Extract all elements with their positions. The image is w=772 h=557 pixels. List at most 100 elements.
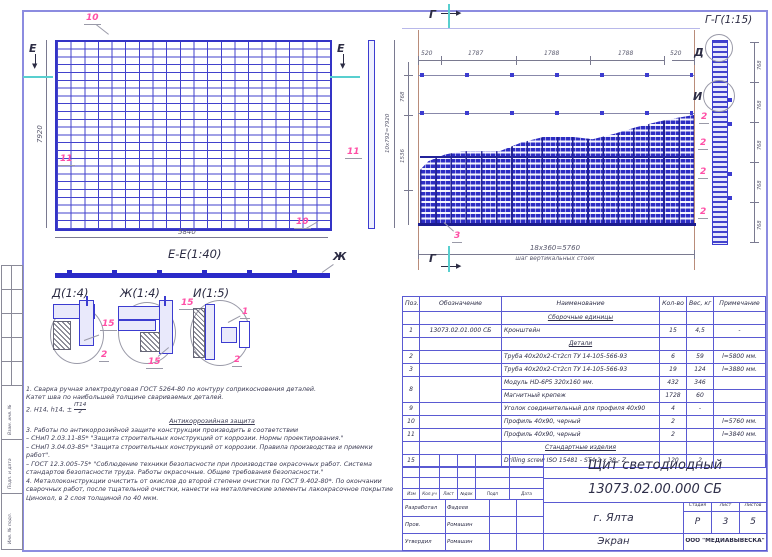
arrow-right-icon: ▶ — [456, 262, 462, 270]
note-line: 3. Работы по антикоррозийной защите конс… — [26, 427, 299, 435]
base-line — [418, 223, 696, 226]
position-balloon: 2 — [698, 167, 709, 179]
detail-circle-d — [705, 34, 733, 62]
stage-value: Р — [694, 517, 701, 527]
arrow-down-icon: ▼ — [340, 62, 346, 70]
detail-title-d: Д(1:4) — [52, 286, 89, 300]
note-line: – СНиП 2.03.11-85* "Защита строительных … — [26, 435, 344, 443]
margin-grid — [1, 265, 23, 387]
position-balloon: 2 — [698, 207, 709, 219]
dim-top: 1788 — [618, 50, 634, 57]
table-row: 10 Профиль 40х90, черный 2 l=5760 мм. — [402, 415, 766, 429]
spec-section-row: Сборочные единицы — [402, 311, 766, 325]
note-line: – СНиП 3.04.03-85* "Защита строительных … — [26, 443, 373, 460]
detail-view-d — [50, 296, 106, 364]
dim-bottom: 18х360=5760 — [529, 244, 581, 252]
sign-role: Утвердил — [405, 539, 432, 545]
sheets-total: 5 — [750, 517, 756, 527]
table-row: 11 Профиль 40х90, черный 2 l=3840 мм. — [402, 428, 766, 442]
section-cut-line — [23, 76, 53, 78]
note-line: 1. Сварка ручная электродуговая ГОСТ 526… — [26, 386, 316, 393]
section-title-gg: Г-Г(1:15) — [705, 14, 753, 26]
section-cut-line — [448, 246, 450, 272]
position-balloon: 2 — [99, 350, 110, 362]
product-label: Экран — [597, 536, 630, 547]
zh-mark: Ж — [333, 250, 347, 263]
sign-role: Разработал — [405, 505, 438, 511]
dim-left: 1536 — [400, 149, 406, 163]
table-row: 1 13073.02.01.000 СБ Кронштейн 15 4,5- — [402, 324, 766, 338]
sign-name: Ромашин — [447, 539, 473, 545]
dim-left: 768 — [400, 91, 406, 103]
anticorrosion-heading: Антикоррозийная защита — [169, 417, 255, 425]
dim-line-height — [46, 40, 47, 228]
front-grid-view — [55, 40, 332, 231]
table-row: Магнитный крепеж 1728 60 — [403, 389, 766, 403]
table-row: 3 Труба 40х20х2-Ст2сп ТУ 14-105-566-93 19… — [402, 363, 766, 377]
sign-role: Пров. — [405, 522, 421, 528]
margin-cell — [1, 493, 23, 550]
detail-title-zh: Ж(1:4) — [120, 286, 160, 300]
sheet-frame — [22, 10, 768, 552]
dim-line-strip — [394, 40, 395, 228]
position-balloon: 11 — [345, 147, 362, 159]
position-balloon: 15 — [100, 319, 117, 331]
detail-view-zh — [118, 296, 176, 364]
position-balloon: 1 — [240, 307, 251, 319]
position-balloon: 2 — [232, 355, 243, 367]
section-arrow-line — [441, 266, 459, 267]
position-balloon: 15 — [146, 357, 163, 369]
note-line: – ГОСТ 12.3.005-75* "Соблюдение техники … — [26, 460, 372, 477]
gg-label-i: И — [693, 90, 703, 103]
doc-number: 13073.02.00.000 СБ — [588, 482, 722, 497]
dim-line-gg — [754, 42, 755, 242]
dim-line-left — [408, 62, 409, 225]
sign-name: Ромашин — [447, 522, 473, 528]
note-line: Катет шва по наибольшей толщине сваривае… — [26, 394, 224, 402]
section-arrow-line — [35, 54, 36, 64]
position-balloon: 15 — [179, 298, 196, 310]
stage-header: Лист — [719, 503, 732, 508]
dim-gg: 768 — [757, 220, 763, 230]
stage-header: Стадия — [688, 503, 707, 508]
dim-top: 520 — [670, 50, 682, 57]
dim-gg: 768 — [757, 60, 763, 70]
spec-header-row: Поз. Обозначение Наименование Кол-во Вес, к… — [402, 296, 766, 312]
sign-name: Фадеев — [447, 505, 469, 511]
spec-section-row: Стандартные изделия — [402, 441, 766, 455]
dim-line-bottom — [418, 254, 695, 255]
position-balloon: 2 — [698, 138, 709, 150]
rev-header: Дата — [521, 491, 532, 496]
company-name: ООО "МЕДИАВЫВЕСКА" — [685, 538, 765, 544]
position-balloon: 3 — [452, 231, 463, 243]
mid-rail — [420, 156, 694, 158]
dim-gg: 768 — [757, 180, 763, 190]
dim-gg: 768 — [757, 140, 763, 150]
position-balloon: 10 — [294, 217, 311, 229]
gg-label-d: Д — [694, 46, 704, 59]
margin-label: Подп. и дата — [8, 458, 13, 489]
back-view-top-line — [402, 28, 700, 29]
rev-header: Подп — [486, 491, 499, 496]
section-mark-g-top: Г — [429, 8, 437, 21]
position-balloon: 10 — [84, 13, 101, 25]
sheet-number: 3 — [722, 517, 729, 527]
section-cut-line — [448, 4, 450, 28]
specification-table: Поз. Обозначение Наименование Кол-во Вес, к… — [402, 296, 766, 468]
section-mark-e-left: E — [29, 42, 37, 55]
rail-ticks — [420, 73, 693, 77]
detail-circle-i — [703, 80, 735, 112]
side-strip-view — [368, 40, 375, 229]
arrow-right-icon: ▶ — [456, 9, 462, 17]
note-line: 4. Металлоконструкции очистить от окисло… — [26, 477, 393, 502]
section-mark-g-bottom: Г — [429, 252, 437, 265]
note-line: 2. Н14, h14, ± IT14 2 — [26, 401, 87, 415]
detail-view-i — [190, 300, 252, 368]
dim-strip: 10х792=7920 — [385, 113, 391, 153]
tolerance-fraction: IT14 2 — [74, 401, 87, 415]
dim-top: 1788 — [544, 50, 560, 57]
dim-gg: 768 — [757, 100, 763, 110]
dim-bottom-note: шаг вертикальных стоек — [515, 255, 595, 262]
